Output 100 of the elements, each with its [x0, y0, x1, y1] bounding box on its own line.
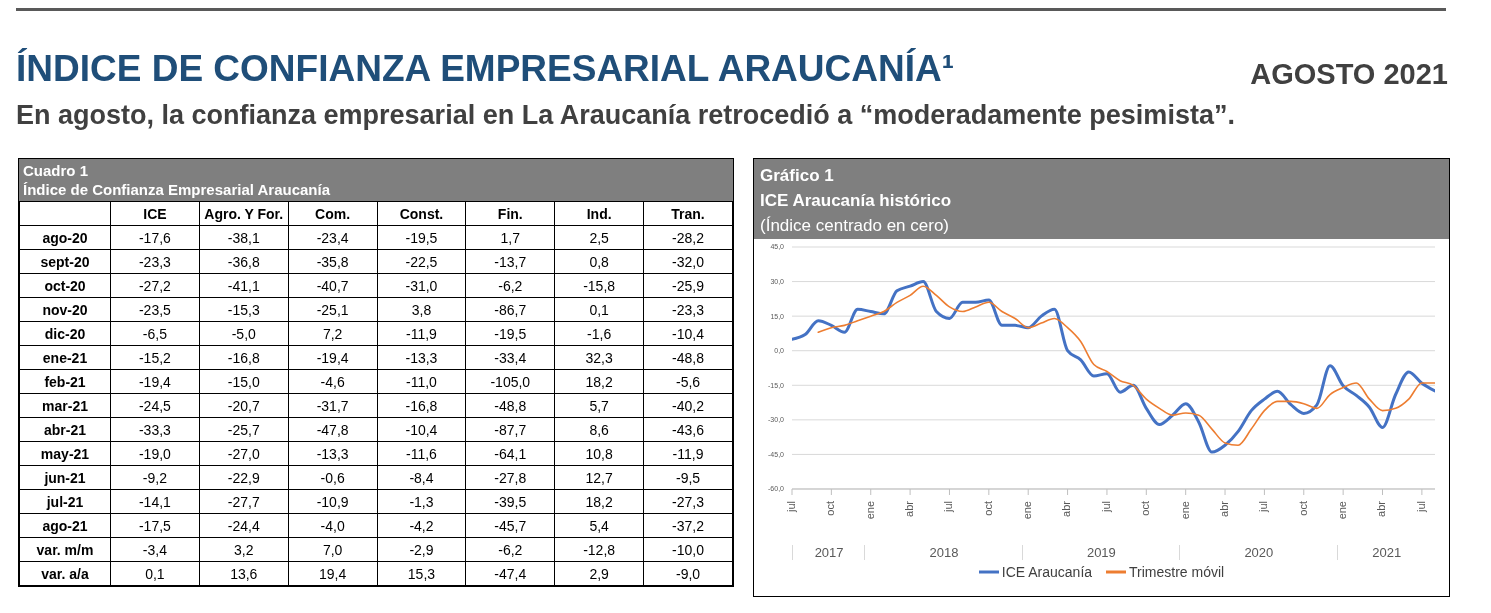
- y-tick-label: ene-21: [19, 345, 111, 370]
- data-label: -13,3: [377, 345, 466, 370]
- x-tick-label: jul: [1099, 501, 1112, 514]
- x-tick-label: jul: [1414, 501, 1427, 514]
- data-label: -43,6: [643, 417, 733, 442]
- text: En agosto, la confianza empresarial en La Araucanía retrocedió a “moderadamente pesimista”.: [16, 100, 1235, 131]
- data-label: 32,3: [554, 345, 644, 370]
- data-label: -31,0: [377, 273, 466, 298]
- data-label: -15,3: [199, 297, 289, 322]
- chart-subtitle: ICE Araucanía histórico: [760, 190, 953, 212]
- data-label: -8,4: [377, 465, 466, 490]
- data-label: 12,7: [554, 465, 644, 490]
- data-label: 13,6: [199, 561, 289, 586]
- data-label: -3,4: [110, 537, 200, 562]
- data-label: -22,5: [377, 249, 466, 274]
- data-label: -33,4: [465, 345, 555, 370]
- data-label: -17,5: [110, 513, 200, 538]
- data-label: -4,0: [288, 513, 378, 538]
- x-tick-label: oct: [981, 501, 994, 516]
- data-label: -37,2: [643, 513, 733, 538]
- data-label: -28,2: [643, 225, 733, 250]
- data-label: -11,0: [377, 369, 466, 394]
- data-label: 7,0: [288, 537, 378, 562]
- data-label: 8,6: [554, 417, 644, 442]
- data-label: -10,4: [377, 417, 466, 442]
- data-label: -11,9: [377, 321, 466, 346]
- data-label: 15,3: [377, 561, 466, 586]
- data-label: -36,8: [199, 249, 289, 274]
- data-label: 18,2: [554, 369, 644, 394]
- x-tick-label: Const.: [377, 201, 466, 226]
- data-label: 3,8: [377, 297, 466, 322]
- data-label: -13,7: [465, 249, 555, 274]
- y-tick-label: may-21: [19, 441, 111, 466]
- chart-title: Gráfico 1: [760, 165, 835, 187]
- data-label: -4,6: [288, 369, 378, 394]
- y-tick-label: ago-21: [19, 513, 111, 538]
- data-label: -31,7: [288, 393, 378, 418]
- data-label: -27,2: [110, 273, 200, 298]
- data-label: -19,0: [110, 441, 200, 466]
- data-label: -2,9: [377, 537, 466, 562]
- x-tick-label: jul: [784, 501, 797, 514]
- data-label: -9,2: [110, 465, 200, 490]
- data-label: -6,2: [465, 537, 555, 562]
- data-label: -4,2: [377, 513, 466, 538]
- data-label: -22,9: [199, 465, 289, 490]
- y-tick-label: mar-21: [19, 393, 111, 418]
- data-label: -27,7: [199, 489, 289, 514]
- data-label: 18,2: [554, 489, 644, 514]
- x-tick-label: Agro. Y For.: [199, 201, 289, 226]
- data-label: -24,5: [110, 393, 200, 418]
- x-tick-label: jul: [1257, 501, 1270, 514]
- data-label: -5,6: [643, 369, 733, 394]
- data-label: -0,6: [288, 465, 378, 490]
- data-label: -47,4: [465, 561, 555, 586]
- data-label: -27,3: [643, 489, 733, 514]
- y-axis-title: (Índice centrado en cero): [760, 215, 950, 237]
- data-label: 3,2: [199, 537, 289, 562]
- legend-label: ICE Araucanía: [1000, 564, 1093, 580]
- data-label: -39,5: [465, 489, 555, 514]
- x-tick-label: Ind.: [554, 201, 644, 226]
- x-tick-label: ene: [1178, 501, 1191, 520]
- data-label: -6,5: [110, 321, 200, 346]
- text: 2021: [1336, 545, 1436, 560]
- y-tick-label: var. a/a: [19, 561, 111, 586]
- data-label: -10,0: [643, 537, 733, 562]
- data-label: -20,7: [199, 393, 289, 418]
- data-label: -105,0: [465, 369, 555, 394]
- x-tick-label: abr: [903, 500, 916, 517]
- data-label: -6,2: [465, 273, 555, 298]
- y-tick-label: jun-21: [19, 465, 111, 490]
- chart-subtitle: Índice de Confianza Empresarial Araucanía: [23, 180, 332, 199]
- data-label: -11,6: [377, 441, 466, 466]
- data-label: -35,8: [288, 249, 378, 274]
- data-label: 7,2: [288, 321, 378, 346]
- data-label: 10,8: [554, 441, 644, 466]
- data-label: -13,3: [288, 441, 378, 466]
- data-label: -27,8: [465, 465, 555, 490]
- data-label: -23,4: [288, 225, 378, 250]
- data-label: -48,8: [465, 393, 555, 418]
- x-tick-label: abr: [1375, 500, 1388, 517]
- data-label: -15,8: [554, 273, 644, 298]
- x-tick-label: ene: [863, 501, 876, 520]
- y-tick-label: nov-20: [19, 297, 111, 322]
- x-tick-label: oct: [824, 501, 837, 516]
- data-label: 0,1: [110, 561, 200, 586]
- data-label: -47,8: [288, 417, 378, 442]
- data-label: -19,4: [110, 369, 200, 394]
- x-tick-label: oct: [1296, 501, 1309, 516]
- data-label: -1,3: [377, 489, 466, 514]
- data-label: -25,1: [288, 297, 378, 322]
- x-tick-label: ICE: [110, 201, 200, 226]
- data-label: 2,5: [554, 225, 644, 250]
- data-label: -40,7: [288, 273, 378, 298]
- x-tick-label: abr: [1060, 500, 1073, 517]
- y-tick-label: ago-20: [19, 225, 111, 250]
- text: 2019: [1021, 545, 1181, 560]
- y-tick-label: jul-21: [19, 489, 111, 514]
- data-label: -38,1: [199, 225, 289, 250]
- data-label: -40,2: [643, 393, 733, 418]
- text: ÍNDICE DE CONFIANZA EMPRESARIAL ARAUCANÍA¹: [16, 48, 955, 90]
